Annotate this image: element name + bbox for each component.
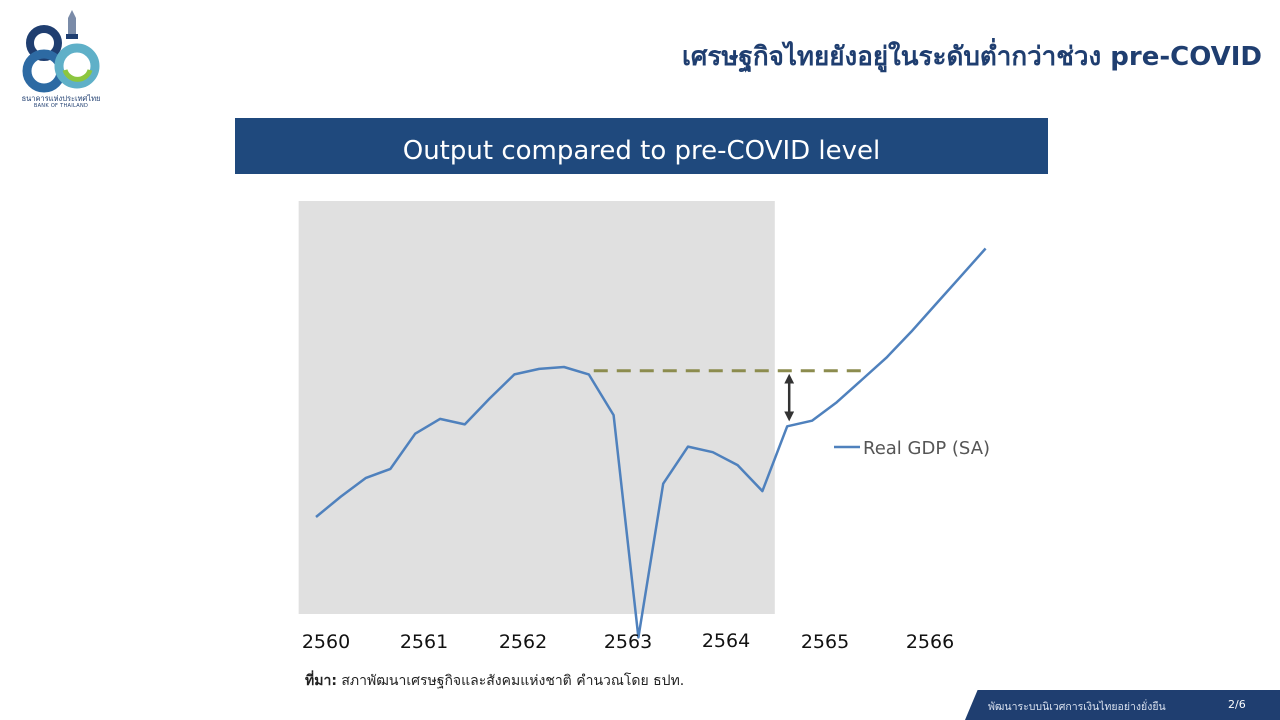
source-label: ที่มา: xyxy=(305,673,337,689)
x-tick-label: 2561 xyxy=(400,631,448,653)
logo-text-thai: ธนาคารแห่งประเทศไทย xyxy=(21,94,101,103)
source-text: สภาพัฒนาเศรษฐกิจและสังคมแห่งชาติ คำนวณโด… xyxy=(336,673,685,689)
logo-text-english: BANK OF THAILAND xyxy=(33,103,89,109)
page-number: 2/6 xyxy=(1228,698,1246,711)
x-tick-label: 2565 xyxy=(801,631,849,653)
x-tick-label: 2564 xyxy=(702,630,750,652)
x-tick-label: 2566 xyxy=(906,631,954,653)
x-tick-label: 2562 xyxy=(499,631,547,653)
shaded-region xyxy=(298,201,775,614)
footer-text: พัฒนาระบบนิเวศการเงินไทยอย่างยั่งยืน xyxy=(988,701,1166,713)
page-title: เศรษฐกิจไทยยังอยู่ในระดับต่ำกว่าช่วง pre… xyxy=(682,42,1262,72)
x-tick-label: 2560 xyxy=(302,631,350,653)
bank-of-thailand-logo xyxy=(22,10,100,93)
x-tick-label: 2563 xyxy=(604,631,652,653)
chart-title-banner: Output compared to pre-COVID level xyxy=(235,118,1048,174)
series-line-0 xyxy=(315,247,987,639)
source-note: ที่มา: สภาพัฒนาเศรษฐกิจและสังคมแห่งชาติ … xyxy=(305,670,684,692)
legend-label-0: Real GDP (SA) xyxy=(863,438,990,459)
chart-title: Output compared to pre-COVID level xyxy=(402,136,881,166)
footer-band xyxy=(965,690,1280,720)
